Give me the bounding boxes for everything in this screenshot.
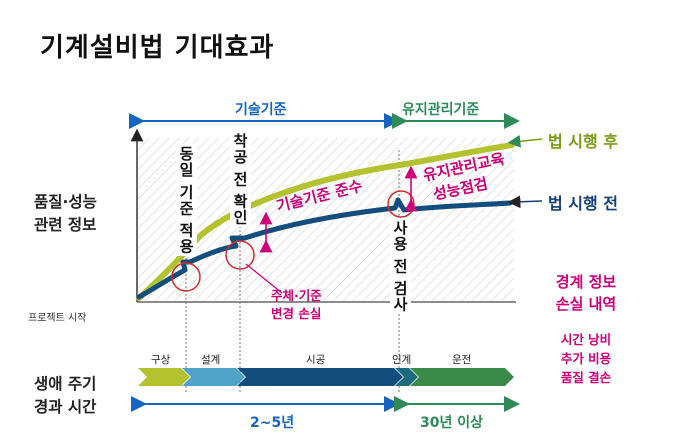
period-label-30-years: 30년 이상 — [420, 415, 483, 431]
tech-standard-label: 기술기준 — [235, 102, 287, 118]
stage-label-construction: 시공 — [306, 354, 326, 366]
stage-label-design: 설계 — [201, 354, 221, 366]
stage-chevron-3 — [237, 368, 403, 386]
cost-time-waste: 시간 낭비 — [560, 332, 612, 347]
after-law-label: 법 시행 후 — [548, 132, 619, 151]
lifecycle-label-line2: 경과 시간 — [34, 398, 97, 416]
y-axis-label-line2: 관련 정보 — [34, 216, 97, 234]
milestone-pre-construction: 착공 전 확인 — [230, 131, 251, 228]
maintenance-standard-label: 유지관리기준 — [402, 102, 480, 118]
stage-label-handover: 인계 — [392, 354, 412, 366]
y-axis-label-line1: 품질·성능 — [34, 193, 97, 211]
after-legend-arrow — [507, 134, 543, 148]
milestone-circle-1 — [171, 262, 201, 292]
stage-chevron-5 — [410, 368, 514, 386]
project-start-label: 프로젝트 시작 — [28, 313, 87, 324]
cost-quality-defect: 품질 결손 — [560, 370, 612, 385]
stage-chevron-2 — [182, 368, 245, 386]
loss-pointer — [245, 263, 283, 294]
milestone-same-standard: 동일 기준 적용 — [176, 144, 197, 257]
page-title: 기계설비법 기대효과 — [40, 33, 275, 63]
before-legend-arrow — [507, 195, 543, 209]
milestone-pre-use-inspection: 사용 전 검사 — [390, 218, 411, 315]
loss-details-label: 손실 내역 — [555, 295, 617, 313]
stage-chevron-1 — [138, 368, 190, 386]
stage-label-concept: 구상 — [151, 354, 171, 366]
cost-extra-expense: 추가 비용 — [560, 351, 612, 366]
period-label-2-5-years: 2~5년 — [250, 415, 295, 431]
stage-label-operation: 운전 — [452, 354, 472, 366]
before-law-label: 법 시행 전 — [548, 194, 619, 213]
boundary-info-label: 경계 정보 — [555, 273, 617, 291]
lifecycle-label-line1: 생애 주기 — [34, 375, 97, 393]
change-loss-label: 변경 손실 — [271, 306, 322, 321]
milestone-circle-2 — [225, 240, 255, 270]
stage-chevron-4 — [395, 368, 418, 386]
subject-standard-label: 주체·기준 — [271, 288, 322, 303]
